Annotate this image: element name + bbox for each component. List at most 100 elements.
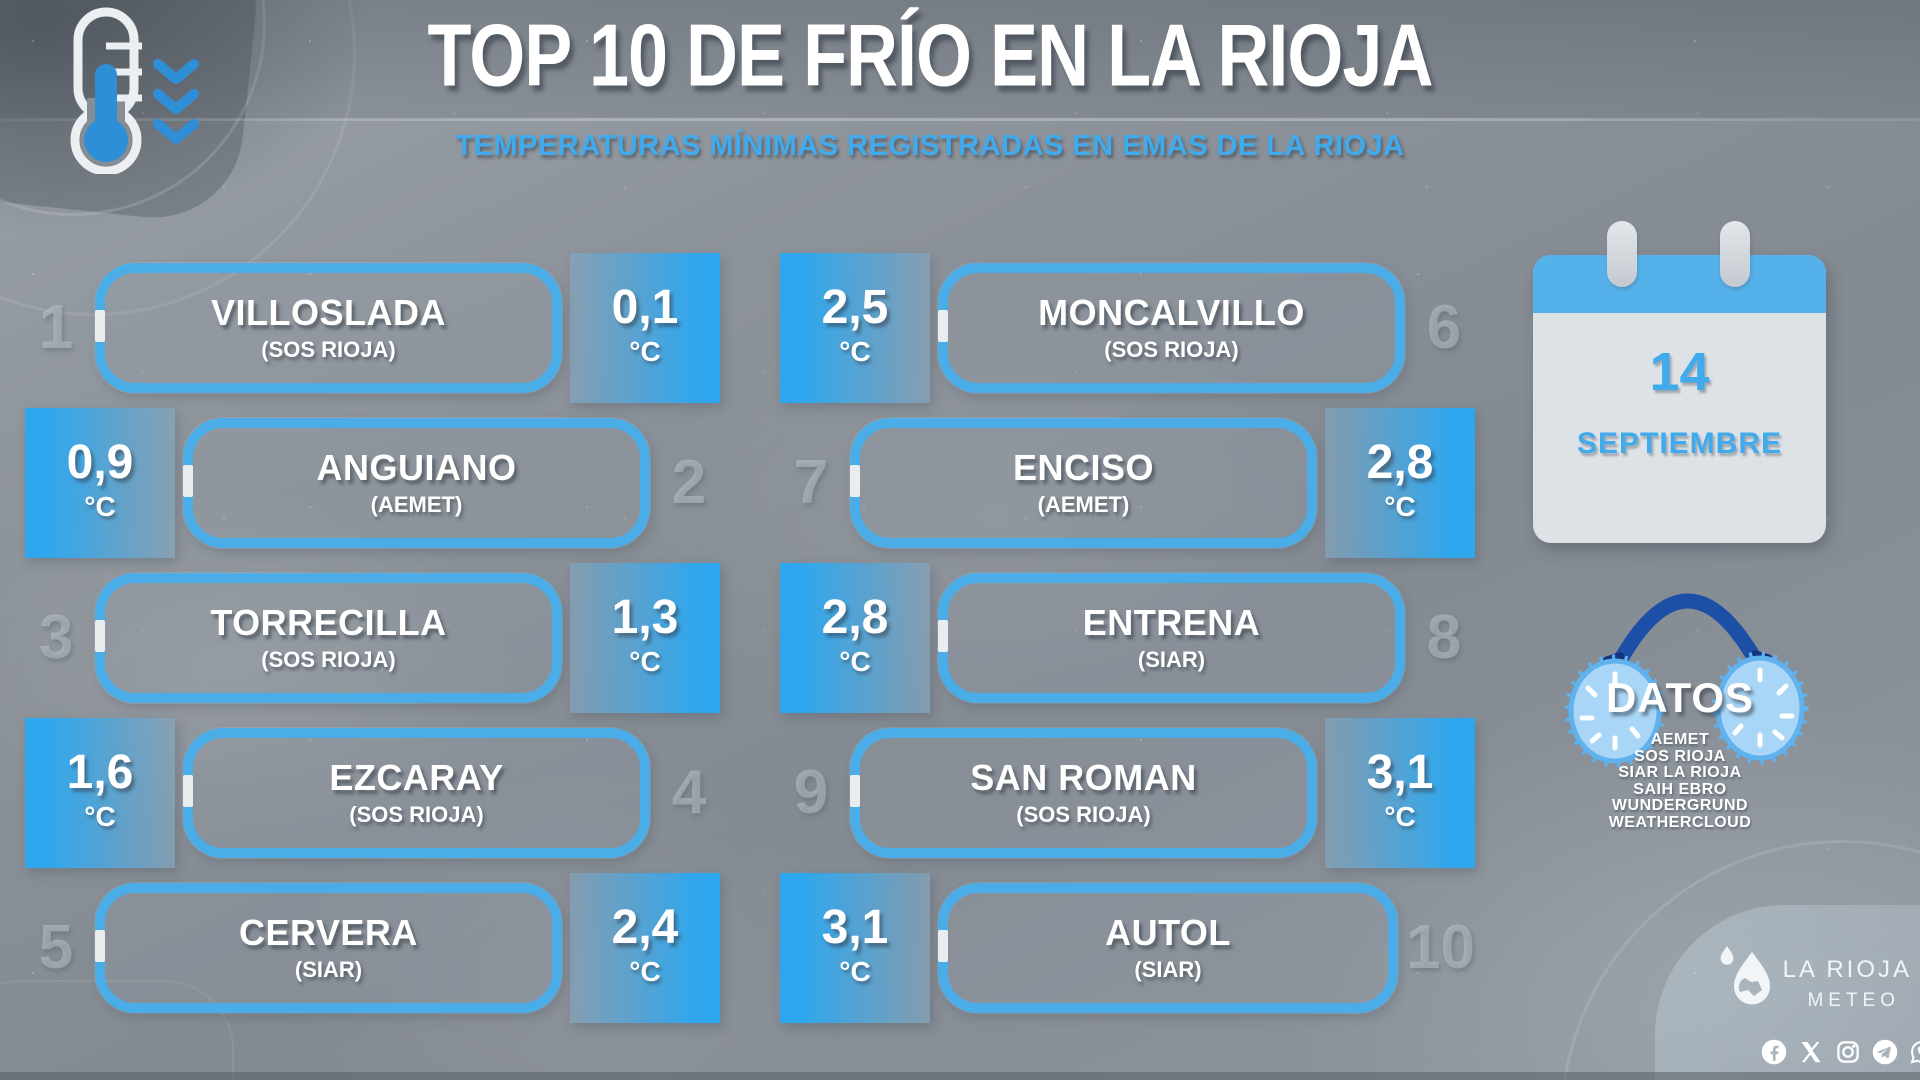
temperature-unit: °C	[839, 336, 871, 368]
station-name: ENTRENA	[1082, 601, 1261, 643]
temperature-block: 0,9 °C	[25, 407, 175, 558]
rank-number: 9	[793, 758, 829, 827]
box-notch-decoration	[938, 619, 948, 652]
temperature-unit: °C	[1384, 491, 1416, 523]
temperature-block: 2,4 °C	[570, 872, 720, 1023]
social-icons-row	[1760, 1038, 1920, 1066]
station-name: ANGUIANO	[316, 446, 517, 488]
data-source-item: SOS RIOJA	[1634, 747, 1726, 765]
box-notch-decoration	[95, 619, 105, 652]
temperature-value: 1,6	[66, 746, 134, 800]
box-notch-decoration	[938, 309, 948, 342]
ranking-row: 8 ENTRENA (SIAR) 2,8 °C	[780, 560, 1475, 715]
station-box: TORRECILLA (SOS RIOJA)	[95, 572, 562, 703]
data-source-item: AEMET	[1650, 731, 1710, 748]
temperature-value: 0,9	[66, 436, 134, 490]
station-source: (SOS RIOJA)	[1104, 336, 1239, 362]
data-sources-block: DATOS AEMET SOS RIOJA SIAR LA RIOJA SAIH EB…	[1530, 578, 1830, 858]
ranking-row: 5 CERVERA (SIAR) 2,4 °C	[25, 870, 720, 1025]
calendar-month: SEPTIEMBRE	[1576, 427, 1783, 460]
brand-logo: LA RIOJA METEO	[1712, 942, 1912, 1025]
station-name: VILLOSLADA	[211, 291, 446, 333]
temperature-value: 0,1	[611, 281, 679, 335]
temperature-unit: °C	[839, 956, 871, 988]
box-notch-decoration	[850, 464, 860, 497]
earmuffs-icon	[1530, 578, 1830, 818]
station-box: EZCARAY (SOS RIOJA)	[183, 727, 650, 858]
temperature-unit: °C	[839, 646, 871, 678]
bottom-edge-strip	[0, 1072, 1920, 1080]
station-box: ANGUIANO (AEMET)	[183, 417, 650, 548]
thermometer-icon	[30, 6, 220, 176]
station-box: AUTOL (SIAR)	[938, 882, 1399, 1013]
box-notch-decoration	[850, 774, 860, 807]
temperature-unit: °C	[84, 491, 116, 523]
ranking-row: 2 ANGUIANO (AEMET) 0,9 °C	[25, 405, 720, 560]
calendar-ring-icon	[1720, 221, 1750, 287]
station-name: SAN ROMAN	[970, 756, 1197, 798]
calendar-card: 14 SEPTIEMBRE	[1533, 221, 1826, 543]
temperature-value: 2,4	[611, 901, 679, 955]
station-source: (SOS RIOJA)	[1016, 801, 1151, 827]
ranking-row: 9 SAN ROMAN (SOS RIOJA) 3,1 °C	[780, 715, 1475, 870]
rank-number: 4	[671, 758, 707, 827]
rankings-right-column: 6 MONCALVILLO (SOS RIOJA) 2,5 °C 7 ENCIS…	[780, 250, 1475, 1025]
temperature-block: 2,8 °C	[1325, 407, 1475, 558]
temperature-unit: °C	[629, 646, 661, 678]
whatsapp-icon	[1908, 1038, 1920, 1066]
rank-number: 6	[1426, 293, 1462, 362]
station-box: MONCALVILLO (SOS RIOJA)	[938, 262, 1405, 393]
datos-title: DATOS	[1605, 674, 1755, 721]
data-source-item: WEATHERCLOUD	[1608, 813, 1752, 831]
temperature-value: 2,8	[1366, 436, 1434, 490]
box-notch-decoration	[183, 464, 193, 497]
ranking-row: 6 MONCALVILLO (SOS RIOJA) 2,5 °C	[780, 250, 1475, 405]
temperature-block: 3,1 °C	[1325, 717, 1475, 868]
station-box: VILLOSLADA (SOS RIOJA)	[95, 262, 562, 393]
telegram-icon	[1871, 1038, 1899, 1066]
station-source: (SOS RIOJA)	[261, 336, 396, 362]
temperature-unit: °C	[84, 801, 116, 833]
station-source: (AEMET)	[370, 491, 463, 517]
calendar-day: 14	[1649, 342, 1710, 402]
brand-text: LA RIOJA METEO	[1780, 956, 1912, 1012]
temperature-value: 1,3	[611, 591, 679, 645]
box-notch-decoration	[95, 929, 105, 962]
calendar-ring-icon	[1607, 221, 1637, 287]
station-box: ENTRENA (SIAR)	[938, 572, 1405, 703]
rank-number: 8	[1426, 603, 1462, 672]
page-subtitle: TEMPERATURAS MÍNIMAS REGISTRADAS EN EMAS…	[455, 130, 1405, 162]
ranking-row: 10 AUTOL (SIAR) 3,1 °C	[780, 870, 1475, 1025]
station-name: TORRECILLA	[210, 601, 447, 643]
water-drop-logo-icon	[1712, 942, 1776, 1025]
station-name: AUTOL	[1105, 911, 1231, 953]
station-source: (SIAR)	[1137, 646, 1206, 672]
station-name: MONCALVILLO	[1038, 291, 1305, 333]
box-notch-decoration	[938, 929, 948, 962]
station-source: (SOS RIOJA)	[261, 646, 396, 672]
temperature-block: 0,1 °C	[570, 252, 720, 403]
rank-number: 1	[38, 293, 74, 362]
datos-source-list: AEMET SOS RIOJA SIAR LA RIOJA SAIH EBRO WUND…	[1530, 731, 1830, 831]
box-notch-decoration	[95, 309, 105, 342]
rankings-left-column: 1 VILLOSLADA (SOS RIOJA) 0,1 °C 2 ANGUIA…	[25, 250, 720, 1025]
instagram-icon	[1834, 1038, 1862, 1066]
temperature-block: 3,1 °C	[780, 872, 930, 1023]
temperature-unit: °C	[629, 956, 661, 988]
station-box: SAN ROMAN (SOS RIOJA)	[850, 727, 1317, 858]
temperature-block: 2,8 °C	[780, 562, 930, 713]
temperature-value: 3,1	[821, 901, 889, 955]
ranking-row: 4 EZCARAY (SOS RIOJA) 1,6 °C	[25, 715, 720, 870]
data-source-item: SAIH EBRO	[1633, 780, 1727, 798]
station-source: (AEMET)	[1037, 491, 1130, 517]
temperature-unit: °C	[1384, 801, 1416, 833]
temperature-unit: °C	[629, 336, 661, 368]
temperature-value: 3,1	[1366, 746, 1434, 800]
x-icon	[1797, 1038, 1825, 1066]
ranking-row: 3 TORRECILLA (SOS RIOJA) 1,3 °C	[25, 560, 720, 715]
facebook-icon	[1760, 1038, 1788, 1066]
station-source: (SIAR)	[1134, 956, 1202, 982]
rank-number: 5	[38, 913, 74, 982]
rank-number: 7	[793, 448, 829, 517]
rank-number: 10	[1406, 913, 1475, 982]
